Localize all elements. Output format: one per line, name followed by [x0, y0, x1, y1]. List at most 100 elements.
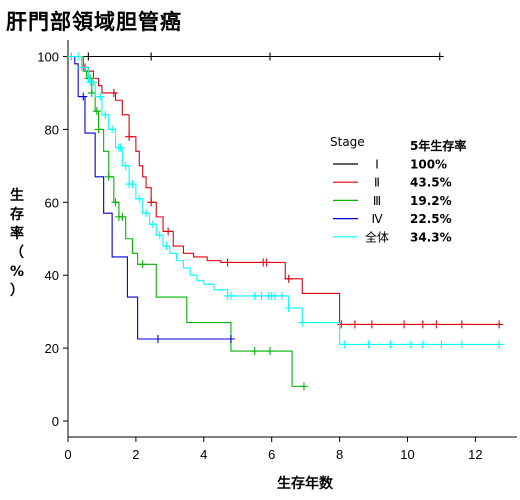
series-2	[68, 55, 308, 391]
legend-series-name: Ⅱ	[374, 176, 380, 190]
censor-mark	[87, 88, 96, 97]
censor-mark	[148, 220, 157, 229]
legend-series-name: Ⅰ	[375, 158, 379, 172]
censor-mark	[116, 143, 125, 152]
censor-mark	[104, 172, 113, 181]
censor-mark	[101, 110, 110, 119]
y-tick-label: 60	[45, 195, 59, 210]
series-4	[67, 52, 504, 349]
censor-mark	[162, 242, 171, 251]
censor-mark	[94, 125, 103, 134]
series-0	[68, 52, 444, 61]
x-tick-label: 12	[468, 447, 482, 462]
censor-mark	[284, 304, 293, 313]
censor-mark	[495, 320, 504, 329]
legend-series-name: Ⅲ	[373, 194, 381, 208]
censor-mark	[92, 107, 101, 116]
censor-mark	[111, 198, 120, 207]
legend-rate-header: 5年生存率	[410, 138, 466, 153]
legend-series-rate: 100%	[410, 158, 447, 172]
x-tick-label: 10	[400, 447, 414, 462]
censor-mark	[142, 209, 151, 218]
censor-mark	[121, 161, 130, 170]
censor-mark	[153, 334, 162, 343]
censor-mark	[155, 231, 164, 240]
legend-series-rate: 19.2%	[410, 194, 452, 208]
censor-mark	[406, 340, 415, 349]
censor-mark	[257, 291, 266, 300]
censor-mark	[266, 52, 275, 61]
censor-mark	[435, 52, 444, 61]
censor-mark	[437, 340, 446, 349]
censor-mark	[277, 291, 286, 300]
censor-mark	[128, 180, 137, 189]
y-tick-label: 0	[52, 414, 59, 429]
censor-mark	[164, 227, 173, 236]
censor-mark	[262, 258, 271, 267]
survival-curve-line	[68, 55, 304, 387]
censor-mark	[77, 63, 86, 72]
y-tick-label: 20	[45, 341, 59, 356]
censor-mark	[400, 320, 409, 329]
censor-mark	[337, 320, 346, 329]
censor-mark	[364, 340, 373, 349]
censor-mark	[118, 212, 127, 221]
censor-mark	[284, 274, 293, 283]
censor-mark	[125, 132, 134, 141]
chart-title: 肝門部領域胆管癌	[6, 10, 182, 34]
legend-series-rate: 22.5%	[410, 212, 452, 226]
x-tick-label: 4	[200, 447, 207, 462]
censor-mark	[89, 78, 98, 87]
censor-mark	[147, 52, 156, 61]
censor-mark	[271, 291, 280, 300]
censor-mark	[74, 52, 83, 61]
y-tick-label: 80	[45, 122, 59, 137]
censor-mark	[432, 320, 441, 329]
censor-mark	[386, 340, 395, 349]
y-tick-label: 100	[37, 50, 59, 65]
x-tick-label: 8	[336, 447, 343, 462]
censor-mark	[495, 340, 504, 349]
censor-mark	[367, 320, 376, 329]
censor-mark	[250, 291, 259, 300]
censor-mark	[108, 125, 117, 134]
x-tick-label: 0	[64, 447, 71, 462]
censor-mark	[250, 347, 259, 356]
censor-mark	[67, 52, 76, 61]
legend-series-rate: 34.3%	[410, 230, 452, 244]
y-axis-title: 生存率（%）	[10, 187, 24, 299]
censor-mark	[109, 88, 118, 97]
legend: Stage 5年生存率 Ⅰ 100% Ⅱ 43.5% Ⅲ 19.2% Ⅳ 22.5% 全体 34.3%	[330, 135, 466, 244]
survival-curve-line	[68, 55, 501, 325]
y-tick-label: 40	[45, 268, 59, 283]
censor-mark	[135, 194, 144, 203]
censor-mark	[350, 320, 359, 329]
x-tick-label: 2	[132, 447, 139, 462]
legend-series-rate: 43.5%	[410, 176, 452, 190]
censor-mark	[457, 320, 466, 329]
x-axis-title: 生存年数	[277, 475, 334, 492]
censor-mark	[340, 340, 349, 349]
censor-mark	[418, 340, 427, 349]
legend-series-name: 全体	[365, 229, 389, 244]
censor-mark	[138, 260, 147, 269]
censor-mark	[418, 320, 427, 329]
censor-mark	[96, 92, 105, 101]
censor-mark	[84, 52, 93, 61]
legend-series-name: Ⅳ	[371, 212, 382, 226]
series-1	[68, 55, 504, 329]
censor-mark	[147, 198, 156, 207]
censor-mark	[299, 382, 308, 391]
censor-mark	[457, 340, 466, 349]
axes: 0 2 4 6 8 10 12 0 20 40 60 80 100 生存率（%）	[10, 40, 517, 462]
censor-mark	[79, 92, 88, 101]
censor-mark	[226, 334, 235, 343]
survival-curves	[67, 52, 504, 391]
censor-mark	[223, 258, 232, 267]
x-tick-label: 6	[268, 447, 275, 462]
legend-title: Stage	[330, 135, 365, 149]
censor-mark	[226, 291, 235, 300]
censor-mark	[266, 347, 275, 356]
survival-curve-line	[68, 55, 231, 340]
